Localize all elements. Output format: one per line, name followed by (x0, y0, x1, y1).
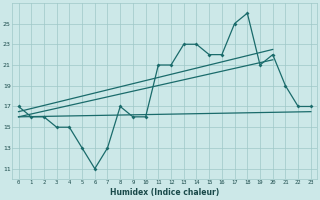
X-axis label: Humidex (Indice chaleur): Humidex (Indice chaleur) (110, 188, 219, 197)
